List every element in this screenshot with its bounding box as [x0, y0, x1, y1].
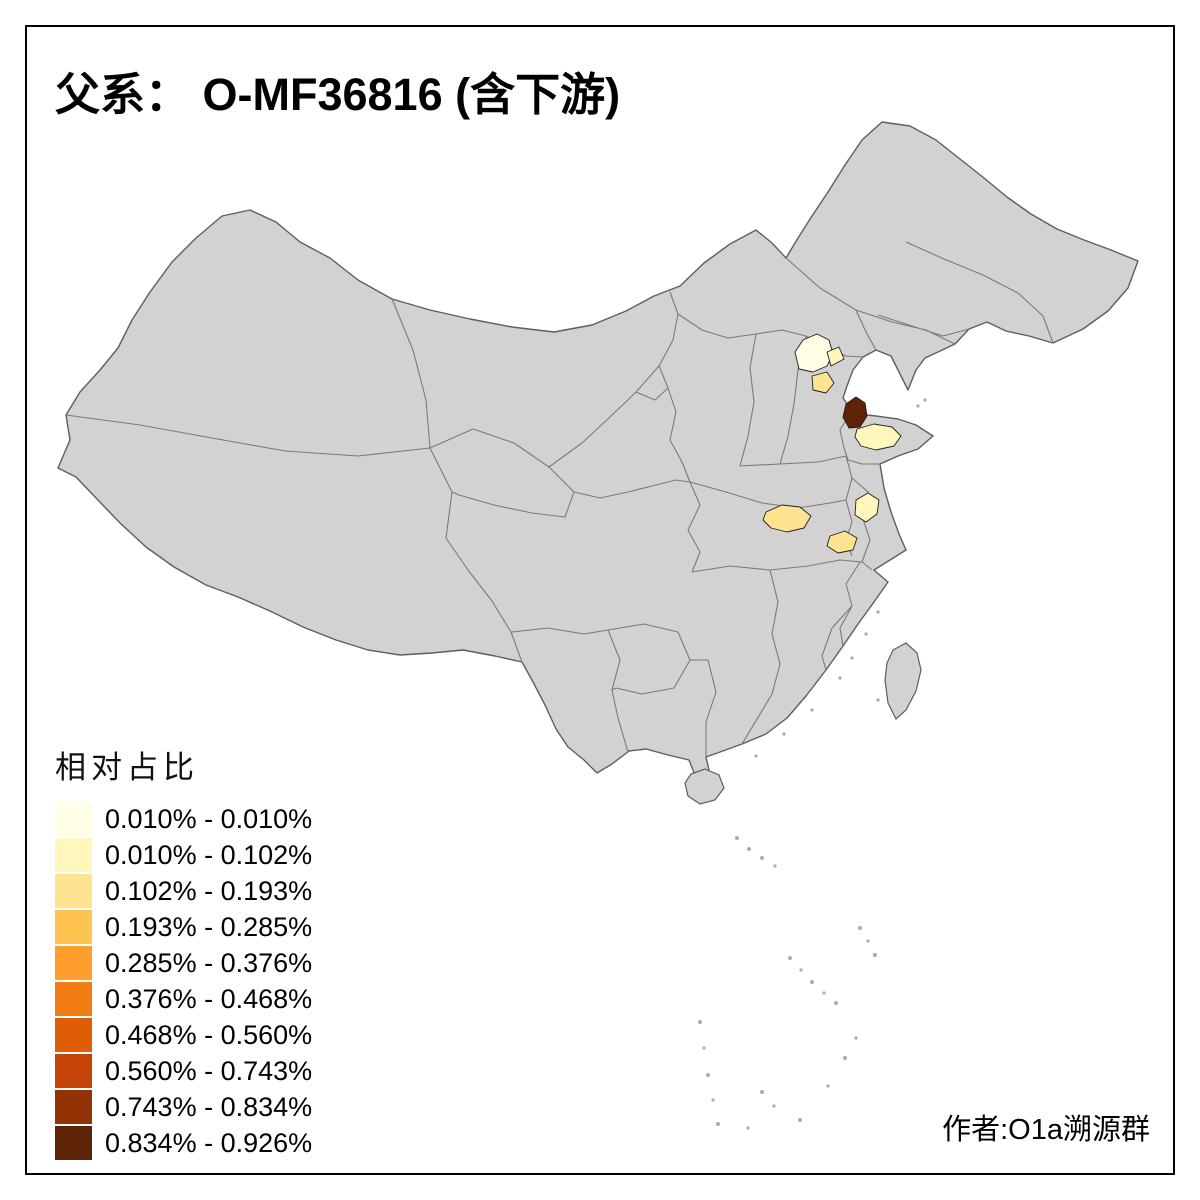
legend: 相对占比 0.010% - 0.010% 0.010% - 0.102% 0.1… — [55, 742, 312, 1161]
legend-label: 0.468% - 0.560% — [105, 1019, 313, 1050]
region-henan-west — [762, 504, 812, 533]
region-shandong-east — [854, 423, 902, 451]
legend-item: 0.193% - 0.285% — [55, 909, 312, 945]
legend-swatch — [55, 1126, 92, 1160]
legend-item: 0.468% - 0.560% — [55, 1017, 312, 1053]
legend-item: 0.102% - 0.193% — [55, 873, 312, 909]
legend-swatch — [55, 946, 92, 980]
legend-swatch — [55, 1018, 92, 1052]
highlighted-regions — [762, 333, 902, 554]
legend-item: 0.010% - 0.010% — [55, 801, 312, 837]
region-anhui-north — [826, 530, 858, 554]
legend-label: 0.376% - 0.468% — [105, 983, 313, 1014]
legend-label: 0.010% - 0.102% — [105, 839, 313, 870]
legend-label: 0.285% - 0.376% — [105, 947, 313, 978]
legend-swatch — [55, 802, 92, 836]
legend-swatch — [55, 1054, 92, 1088]
legend-item: 0.743% - 0.834% — [55, 1089, 312, 1125]
legend-title: 相对占比 — [55, 750, 199, 785]
sea-islets — [698, 398, 927, 1130]
legend-label: 0.010% - 0.010% — [105, 803, 313, 834]
legend-label: 0.834% - 0.926% — [105, 1127, 313, 1158]
legend-swatch — [55, 874, 92, 908]
legend-item: 0.560% - 0.743% — [55, 1053, 312, 1089]
region-hebei-central — [811, 371, 835, 394]
legend-label: 0.743% - 0.834% — [105, 1091, 313, 1122]
taiwan-island — [884, 642, 922, 720]
attribution: 作者:O1a溯源群 — [942, 1114, 1150, 1146]
region-hebei-northwest — [794, 333, 834, 373]
legend-label: 0.193% - 0.285% — [105, 911, 313, 942]
legend-swatch — [55, 910, 92, 944]
legend-swatch — [55, 982, 92, 1016]
mainland-outline — [57, 121, 1139, 784]
legend-item: 0.010% - 0.102% — [55, 837, 312, 873]
province-borders — [65, 241, 1054, 757]
legend-label: 0.560% - 0.743% — [105, 1055, 313, 1086]
region-hebei-north-subcell — [826, 346, 845, 367]
region-jiangsu-north — [854, 492, 880, 523]
region-shandong-northwest — [842, 396, 868, 429]
legend-swatch — [55, 1090, 92, 1124]
legend-swatch — [55, 838, 92, 872]
legend-item: 0.376% - 0.468% — [55, 981, 312, 1017]
hainan-island — [684, 768, 725, 805]
legend-item: 0.834% - 0.926% — [55, 1125, 312, 1161]
legend-item: 0.285% - 0.376% — [55, 945, 312, 981]
figure-title: 父系： O-MF36816 (含下游) — [55, 69, 621, 120]
legend-label: 0.102% - 0.193% — [105, 875, 313, 906]
